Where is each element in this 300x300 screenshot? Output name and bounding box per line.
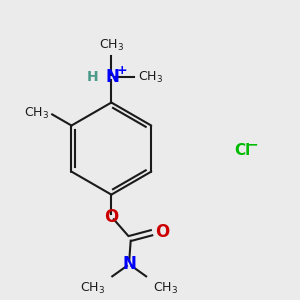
- Text: CH$_3$: CH$_3$: [25, 106, 50, 121]
- Text: O: O: [155, 224, 170, 242]
- Text: H: H: [86, 70, 98, 84]
- Text: CH$_3$: CH$_3$: [153, 281, 178, 296]
- Text: O: O: [104, 208, 118, 226]
- Text: N: N: [106, 68, 120, 86]
- Text: CH$_3$: CH$_3$: [138, 70, 163, 85]
- Text: CH$_3$: CH$_3$: [80, 281, 105, 296]
- Text: CH$_3$: CH$_3$: [99, 38, 124, 53]
- Text: N: N: [122, 255, 136, 273]
- Text: Cl: Cl: [234, 142, 250, 158]
- Text: +: +: [116, 64, 127, 77]
- Text: −: −: [247, 138, 258, 152]
